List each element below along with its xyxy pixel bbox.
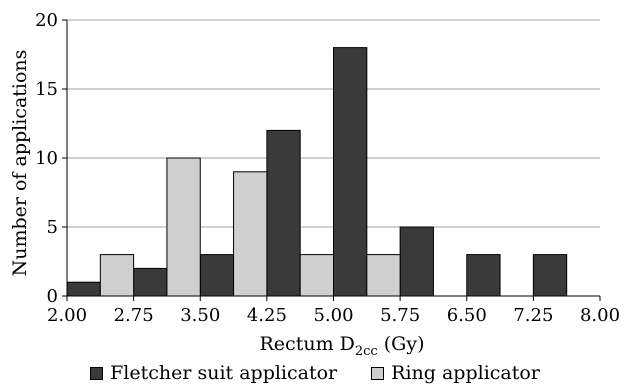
y-tick-label: 20 (35, 10, 58, 31)
bars (66, 47, 568, 297)
bar-ring (166, 157, 201, 297)
bar-fletcher (66, 281, 101, 297)
x-tick-label: 5.00 (313, 305, 353, 326)
x-axis-label-unit: (Gy) (378, 333, 425, 355)
bar-fletcher (399, 226, 434, 297)
bar-fletcher (532, 254, 568, 297)
x-axis-label-main: Rectum D (260, 333, 355, 355)
bar-ring (99, 254, 135, 297)
x-axis-label: Rectum D2cc (Gy) (260, 333, 425, 359)
x-tick-label: 4.25 (247, 305, 287, 326)
bar-fletcher (199, 254, 235, 297)
x-tick-label: 3.50 (180, 305, 220, 326)
x-tick-label: 5.75 (380, 305, 420, 326)
x-tick-label: 2.00 (47, 305, 87, 326)
bar-ring (366, 254, 401, 297)
x-tick-label: 6.50 (447, 305, 487, 326)
legend-item-fletcher: Fletcher suit applicator (90, 362, 337, 384)
legend-label-ring: Ring applicator (391, 362, 540, 384)
bar-fletcher (466, 254, 501, 297)
y-axis-label: Number of applications (9, 50, 31, 277)
y-ticks: 0 5 10 15 20 (35, 10, 67, 307)
x-ticks: 2.00 2.75 3.50 4.25 5.00 5.75 6.50 7.25 8.00 (47, 296, 620, 326)
bar-ring (299, 254, 334, 297)
bar-fletcher (266, 129, 301, 297)
y-tick-label: 10 (35, 148, 58, 169)
bar-fletcher (133, 267, 168, 297)
legend-swatch-ring (371, 366, 385, 380)
legend-swatch-fletcher (90, 366, 104, 380)
bar-ring (233, 171, 268, 297)
legend-label-fletcher: Fletcher suit applicator (110, 362, 338, 384)
x-tick-label: 7.25 (513, 305, 553, 326)
x-tick-label: 8.00 (580, 305, 620, 326)
legend: Fletcher suit applicator Ring applicator (0, 360, 630, 386)
y-tick-label: 0 (47, 286, 58, 307)
y-tick-label: 15 (35, 79, 58, 100)
x-tick-label: 2.75 (114, 305, 154, 326)
legend-item-ring: Ring applicator (371, 362, 540, 384)
bar-fletcher (333, 47, 368, 297)
x-axis-label-subscript: 2cc (355, 344, 378, 359)
y-tick-label: 5 (47, 217, 58, 238)
